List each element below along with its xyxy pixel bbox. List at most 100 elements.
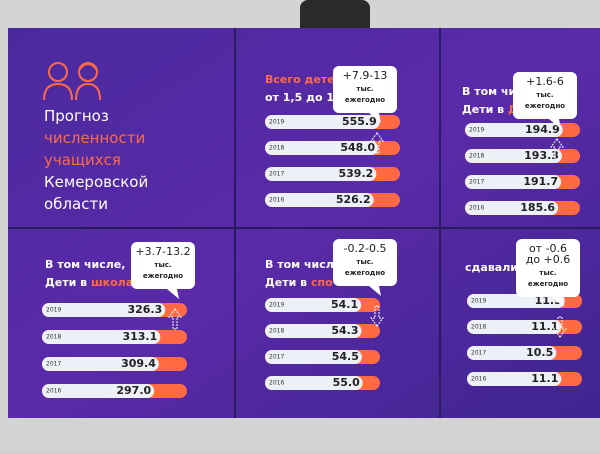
bar (265, 376, 363, 390)
title-line: учащихся (44, 151, 121, 169)
callout-text: тыс. (536, 91, 553, 99)
bar (265, 324, 362, 338)
bar (42, 303, 166, 317)
title-line: Дети в школах (45, 276, 140, 289)
bar (465, 123, 563, 137)
value-label: 10.5 (526, 346, 553, 359)
title-line: Прогноз (44, 107, 109, 125)
title-segment: сдавали (465, 261, 522, 274)
title-line: Кемеровской (44, 173, 148, 191)
bar (265, 350, 362, 364)
category-label: 2016 (46, 388, 61, 395)
callout-text: ежегодно (143, 272, 183, 280)
callout-text: до +0.6 (526, 253, 571, 266)
title-line: В том числе, (265, 258, 345, 271)
value-label: 526.2 (336, 193, 371, 206)
category-label: 2018 (269, 145, 284, 152)
title-line: численности (44, 129, 145, 147)
arrow-up (550, 138, 564, 160)
callout (131, 242, 195, 289)
value-label: 194.9 (525, 123, 560, 136)
bar (467, 294, 565, 308)
arrow-up (168, 308, 182, 330)
value-label: 313.1 (122, 330, 157, 343)
callout-text: -0.2-0.5 (344, 242, 387, 255)
value-label: 55.0 (333, 376, 360, 389)
category-label: 2018 (46, 334, 61, 341)
value-label: 548.0 (340, 141, 375, 154)
value-label: 185.6 (520, 201, 555, 214)
title-segment: спо (311, 276, 333, 289)
category-label: 2017 (269, 354, 284, 361)
bar (265, 167, 377, 181)
callout-text: ежегодно (525, 102, 565, 110)
bar (465, 201, 559, 215)
title-segment: Дети в (265, 276, 311, 289)
category-label: 2016 (269, 197, 284, 204)
callout-text: тыс. (356, 258, 373, 266)
title-segment: Прогноз (44, 107, 109, 125)
callout-tail (369, 113, 381, 123)
category-label: 2017 (469, 179, 484, 186)
title-line: Дети в спо (265, 276, 333, 289)
value-label: 309.4 (121, 357, 156, 370)
bar (467, 346, 557, 360)
bar (467, 372, 562, 386)
category-label: 2017 (269, 171, 284, 178)
title-segment: Всего детей (265, 73, 342, 86)
callout (516, 239, 580, 297)
value-label: 555.9 (342, 115, 377, 128)
value-label: 193.3 (524, 149, 559, 162)
title-line: В том числе, (45, 258, 125, 271)
callout-tail (549, 119, 561, 129)
bar (265, 141, 379, 155)
bar (265, 193, 374, 207)
bar (465, 149, 562, 163)
bar (265, 298, 362, 312)
category-label: 2017 (471, 350, 486, 357)
callout-text: тыс. (356, 85, 373, 93)
bar (42, 384, 155, 398)
category-label: 2018 (269, 328, 284, 335)
title-segment: Кемеровской (44, 173, 148, 191)
title-segment: области (44, 195, 108, 213)
arrow-down (370, 305, 384, 327)
bar (42, 357, 159, 371)
title-segment: В том числе, (265, 258, 345, 271)
people-icon (43, 62, 101, 101)
value-label: 54.3 (331, 324, 358, 337)
value-label: 11.1 (531, 372, 558, 385)
title-segment: школах (91, 276, 140, 289)
category-label: 2019 (46, 307, 61, 314)
content: Прогноз численности учащихся Кемеровской обл… (42, 66, 582, 398)
category-label: 2016 (269, 380, 284, 387)
category-label: 2016 (469, 205, 484, 212)
value-label: 11.1 (531, 320, 558, 333)
callout-tail (167, 289, 179, 299)
value-label: 54.5 (332, 350, 359, 363)
callout-text: от -0.6 (529, 242, 567, 255)
callout-text: +3.7-13.2 (135, 245, 190, 258)
bar (467, 320, 562, 334)
category-label: 2019 (469, 127, 484, 134)
title-line: Всего детей (265, 73, 342, 86)
value-label: 326.3 (127, 303, 162, 316)
title-segment: численности (44, 129, 145, 147)
arrow-up (370, 132, 384, 154)
callout-text: тыс. (154, 261, 171, 269)
callout-tail (369, 286, 381, 296)
title-line: области (44, 195, 108, 213)
callout-text: +7.9-13 (343, 69, 388, 82)
callout (333, 66, 397, 113)
value-label: 191.7 (523, 175, 558, 188)
callout-text: +1.6-6 (526, 75, 564, 88)
category-label: 2018 (469, 153, 484, 160)
title-segment: В том числе, (45, 258, 125, 271)
category-label: 2017 (46, 361, 61, 368)
value-label: 539.2 (339, 167, 374, 180)
callout-text: ежегодно (528, 280, 568, 288)
bar (465, 175, 562, 189)
callout-text: ежегодно (345, 269, 385, 277)
title-segment: Дети в (462, 103, 508, 116)
